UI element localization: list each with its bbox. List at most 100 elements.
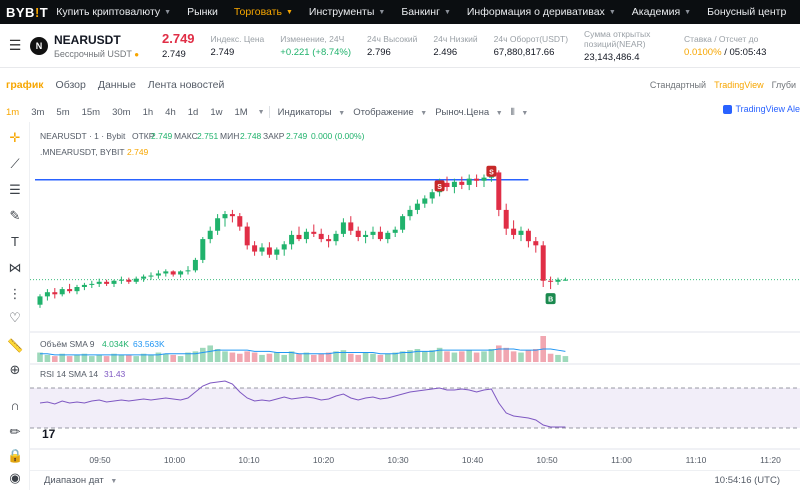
change-value: 0.000 (0.00%) [311, 131, 365, 141]
candle-body [89, 283, 95, 285]
symbol-name[interactable]: NEARUSDT [54, 32, 121, 47]
date-range-button[interactable]: Диапазон дат ▼ [44, 475, 118, 486]
funding-rate-value[interactable]: 0.0100% [684, 46, 722, 58]
candle-body [289, 234, 295, 245]
candle [274, 247, 280, 260]
nav-item-6[interactable]: Академия ▼ [631, 6, 692, 18]
candle-body [67, 289, 73, 292]
bybit-logo[interactable]: BYB!T [6, 4, 49, 20]
candle-body [333, 233, 339, 242]
volume-value-1: 4.034K [102, 339, 129, 349]
candle-body [407, 209, 413, 217]
nav-item-8[interactable]: Подробне [794, 0, 800, 24]
candle [400, 214, 406, 233]
hamburger-menu-icon[interactable]: ☰ [8, 37, 22, 53]
candle [370, 226, 376, 240]
timeframe-5m[interactable]: 5m [56, 106, 70, 118]
symbol-selector[interactable]: NEARUSDT Бессрочный USDT ● [54, 33, 154, 59]
tradingview-icon [723, 104, 733, 114]
candle [229, 209, 235, 223]
tab-0[interactable]: график [6, 79, 44, 91]
timeframe-1M[interactable]: 1M [234, 106, 248, 118]
chevron-down-icon: ▼ [684, 8, 692, 16]
volume-bar [488, 349, 495, 362]
volume-bar [96, 354, 102, 362]
timeframe-30m[interactable]: 30m [112, 106, 131, 118]
timeframe-1m[interactable]: 1m [6, 106, 20, 118]
candle [377, 226, 383, 242]
view-switcher: Стандартный TradingView Глуби [646, 68, 800, 102]
candle-body [252, 245, 258, 252]
timeframe-1h[interactable]: 1h [142, 106, 154, 118]
lock-drawings-icon[interactable]: ✏ [9, 424, 21, 439]
price-type-button[interactable]: Рыноч.Цена ▼ [435, 106, 503, 118]
volume-bar [407, 350, 413, 362]
volume-bar [274, 352, 280, 362]
magnet-icon[interactable]: ∩ [10, 398, 20, 413]
tab-3[interactable]: Лента новостей [147, 79, 225, 91]
timeframe-4h[interactable]: 4h [165, 106, 176, 118]
candle [148, 272, 154, 280]
lock-icon[interactable]: 🔒 [7, 448, 24, 463]
volume-bar [422, 351, 428, 362]
candle-body [326, 239, 332, 242]
tab-2[interactable]: Данные [97, 79, 136, 91]
candle-body [104, 281, 110, 284]
volume-bar [148, 354, 154, 362]
horizontal-lines-icon[interactable]: ☰ [9, 182, 21, 197]
time-axis-label: 10:30 [387, 455, 409, 465]
timeframe-1d[interactable]: 1d [187, 106, 199, 118]
display-button[interactable]: Отображение ▼ [353, 106, 428, 118]
zoom-icon[interactable]: ⊕ [9, 362, 21, 377]
indicators-button[interactable]: Индикаторы ▼ [277, 106, 346, 118]
timeframe-more-icon[interactable]: ▼ [257, 108, 265, 116]
tradingview-alert-button[interactable]: TradingView Ale [723, 104, 800, 114]
ruler-icon[interactable]: 📏 [7, 338, 24, 353]
nav-item-7[interactable]: Бонусный центр [707, 6, 787, 18]
candle [185, 266, 191, 275]
volume-bar [547, 353, 554, 362]
crosshair-icon[interactable]: ✛ [9, 130, 21, 145]
nav-item-2[interactable]: Торговать ▼ [233, 6, 293, 18]
favorite-icon[interactable]: ♡ [9, 310, 21, 325]
candle-body [548, 280, 554, 282]
candle-body [141, 276, 147, 279]
candle [303, 228, 309, 244]
timeframe-3m[interactable]: 3m [31, 106, 45, 118]
eye-icon[interactable]: ◉ [9, 470, 21, 485]
measure-icon[interactable]: ⋮ [8, 286, 22, 301]
time-axis-label: 11:10 [686, 455, 707, 465]
candle-body [481, 177, 487, 181]
nav-item-4[interactable]: Банкинг ▼ [401, 6, 451, 18]
candle [533, 237, 539, 253]
candle [289, 230, 295, 250]
candle-body [496, 172, 502, 210]
open-label: ОТКР [132, 131, 155, 141]
volume-bar [89, 356, 95, 362]
candle [215, 214, 221, 235]
sell-marker-box [434, 180, 445, 192]
view-option-1[interactable]: TradingView [714, 80, 764, 90]
tab-1[interactable]: Обзор [55, 79, 86, 91]
price-chart[interactable]: S S B 09:50 10:00 10:10 10:20 10:30 10:40 10:50 1… [30, 122, 800, 470]
view-option-0[interactable]: Стандартный [649, 80, 707, 90]
layout-icon[interactable]: ⫴ ▼ [510, 106, 529, 118]
nav-item-1[interactable]: Рынки [187, 6, 218, 18]
text-icon[interactable]: T [11, 234, 19, 249]
nav-item-3[interactable]: Инструменты ▼ [308, 6, 386, 18]
sell-marker-box [486, 165, 497, 177]
trend-line-icon[interactable]: ⟋ [10, 156, 20, 171]
volume-bar [414, 349, 421, 362]
pattern-icon[interactable]: ⋈ [8, 260, 22, 275]
candle [326, 234, 332, 248]
nav-item-0[interactable]: Купить криптовалюту ▼ [56, 6, 172, 18]
view-option-2[interactable]: Глуби [771, 80, 796, 90]
brush-icon[interactable]: ✎ [9, 208, 21, 223]
candle-body [459, 181, 465, 185]
timeframe-15m[interactable]: 15m [81, 106, 101, 118]
nav-item-5[interactable]: Информация о деривативах ▼ [466, 6, 616, 18]
drawing-tools-panel: ✛ ⟋ ☰ ✎ T ⋈ ⋮ ♡ 📏 ⊕ ∩ ✏ 🔒 ◉ [0, 122, 30, 490]
volume-bar [473, 352, 480, 362]
timeframe-1w[interactable]: 1w [210, 106, 223, 118]
candle-body [244, 226, 250, 246]
